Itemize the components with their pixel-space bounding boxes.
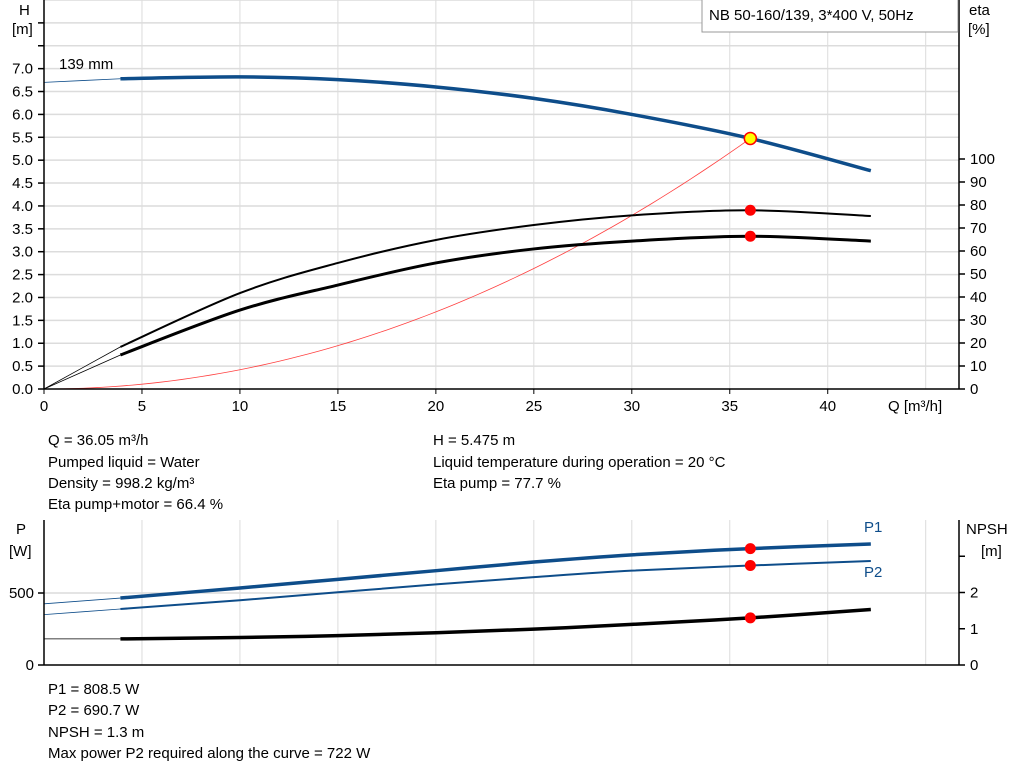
series-label-p2: P2 [864,564,882,581]
y2-tick-label: 50 [970,266,987,283]
info-density: Density = 998.2 kg/m³ [48,475,194,492]
y-tick-label: 7.0 [12,61,33,78]
y-tick-label: 6.5 [12,84,33,101]
y-tick-label: 6.0 [12,106,33,123]
y-tick-label: 5.5 [12,129,33,146]
y2-tick-label: 70 [970,220,987,237]
info-temperature: Liquid temperature during operation = 20… [433,454,726,471]
x-tick-label: 35 [721,398,738,415]
p1-curve-extension [43,597,121,605]
info-q: Q = 36.05 m³/h [48,432,148,449]
y2-tick-label: 10 [970,358,987,375]
info-h: H = 5.475 m [433,432,515,449]
y2-tick-label: 0 [970,381,978,398]
info-p1: P1 = 808.5 W [48,681,140,698]
p2-curve [120,560,871,610]
y-tick-label: 4.0 [12,198,33,215]
y-tick-label: 0.0 [12,381,33,398]
y-tick-label: 0.5 [12,358,33,375]
info-eta-pump: Eta pump = 77.7 % [433,475,561,492]
y2-axis-label-eta: eta [969,2,991,19]
grid-top [44,0,959,389]
y2-tick-label: 20 [970,335,987,352]
y-axis-label-p: P [16,521,26,538]
y-tick-label: 3.5 [12,221,33,238]
y-axis-unit-h: [m] [12,21,33,38]
y-axis-unit-p: [W] [9,543,32,560]
y2-tick-label: 60 [970,243,987,260]
y2-tick-label: 90 [970,174,987,191]
chart-title: NB 50-160/139, 3*400 V, 50Hz [709,7,914,24]
info-p2: P2 = 690.7 W [48,702,140,719]
legend-box [701,0,959,33]
info-top: Q = 36.05 m³/h Pumped liquid = Water Den… [48,432,726,513]
eta-pump-motor-curve-extension [43,354,121,390]
x-tick-label: 25 [525,398,542,415]
info-bottom: P1 = 808.5 W P2 = 690.7 W NPSH = 1.3 m M… [48,681,371,762]
p2-curve-extension [43,608,121,616]
x-axis-label: Q [m³/h] [888,398,942,415]
x-tick-label: 10 [232,398,249,415]
operating-point-marker [743,131,758,146]
y2-tick-label: 0 [970,657,978,674]
y-tick-label: 0 [26,657,34,674]
p1-curve [120,542,871,600]
info-max-p2: Max power P2 required along the curve = … [48,745,371,762]
eta-pump-motor-curve [119,234,871,357]
y2-axis-unit-npsh: [m] [981,543,1002,560]
y-tick-label: 1.5 [12,312,33,329]
system-curve [43,138,750,390]
y-tick-label: 500 [9,585,34,602]
y2-axis-unit-eta: [%] [968,21,990,38]
y-tick-label: 5.0 [12,152,33,169]
y2-tick-label: 1 [970,621,978,638]
y-tick-label: 2.0 [12,289,33,306]
npsh-curve [120,607,871,641]
marker-npsh [744,612,756,624]
x-tick-label: 20 [428,398,445,415]
marker-p2 [744,560,756,572]
eta-pump-curve [120,209,871,348]
x-tick-label: 15 [330,398,347,415]
x-tick-label: 0 [40,398,48,415]
y2-tick-label: 40 [970,289,987,306]
y-tick-label: 1.0 [12,335,33,352]
marker-p1 [744,543,756,555]
y2-tick-label: 80 [970,197,987,214]
h-curve-extension [43,78,121,83]
eta-pump-curve-extension [43,346,121,390]
y2-tick-label: 2 [970,585,978,602]
marker-eta-pump [744,204,756,216]
y2-tick-label: 100 [970,151,995,168]
x-tick-label: 40 [819,398,836,415]
series-label-p1: P1 [864,519,882,536]
grid-bottom [44,520,959,665]
y2-tick-label: 30 [970,312,987,329]
y-tick-label: 4.5 [12,175,33,192]
marker-eta-pump-motor [744,230,756,242]
info-eta-pump-motor: Eta pump+motor = 66.4 % [48,496,223,513]
info-npsh: NPSH = 1.3 m [48,724,144,741]
curves [43,75,872,641]
y2-axis-label-npsh: NPSH [966,521,1008,538]
x-tick-label: 30 [623,398,640,415]
y-tick-label: 3.0 [12,244,33,261]
y-tick-label: 2.5 [12,267,33,284]
info-liquid: Pumped liquid = Water [48,454,200,471]
y-axis-label-h: H [19,2,30,19]
axes: 0 5 10 15 20 25 30 35 400.00.51.01.52.02.53.03.5… [9,0,995,674]
x-tick-label: 5 [138,398,146,415]
annotation-139mm: 139 mm [59,56,113,73]
